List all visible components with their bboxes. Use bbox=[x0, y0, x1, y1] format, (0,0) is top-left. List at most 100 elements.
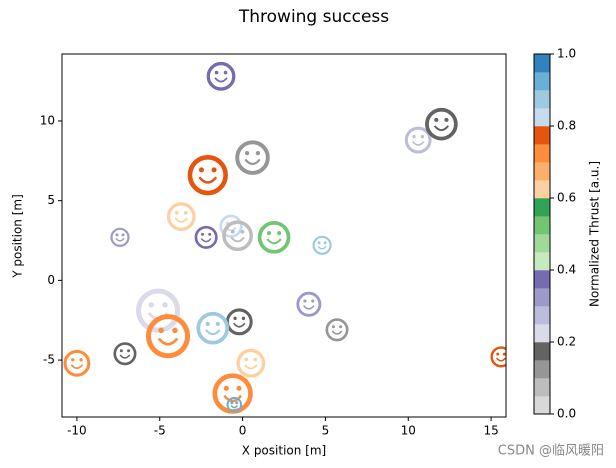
marker-eye bbox=[71, 358, 75, 362]
marker-ring bbox=[222, 220, 253, 252]
smiley-marker bbox=[325, 318, 349, 342]
smiley-marker bbox=[225, 308, 253, 336]
marker-eye bbox=[323, 241, 327, 245]
colorbar-swatch bbox=[534, 198, 550, 217]
smiley-marker bbox=[136, 288, 181, 333]
y-tick-label: -5 bbox=[43, 353, 55, 367]
smiley-marker bbox=[196, 311, 230, 345]
marker-eye bbox=[339, 325, 343, 329]
marker-ring bbox=[236, 348, 266, 378]
x-tick-label: -5 bbox=[154, 424, 166, 438]
colorbar-swatch bbox=[534, 108, 550, 127]
marker-eye bbox=[502, 352, 506, 356]
marker-ring bbox=[166, 202, 196, 232]
marker-smile bbox=[205, 329, 221, 336]
colorbar-swatch bbox=[534, 90, 550, 109]
marker-smile bbox=[317, 245, 327, 250]
marker-ring bbox=[187, 154, 228, 196]
marker-smile bbox=[230, 405, 239, 409]
marker-eye bbox=[412, 134, 416, 139]
smiley-marker bbox=[312, 235, 332, 255]
smiley-marker bbox=[257, 221, 291, 254]
marker-eye bbox=[214, 70, 219, 75]
marker-eye bbox=[236, 385, 242, 391]
marker-eye bbox=[174, 211, 179, 215]
marker-eye bbox=[317, 241, 321, 245]
marker-smile bbox=[433, 125, 449, 132]
colorbar-tick-label: 1.0 bbox=[557, 47, 576, 61]
colorbar-swatch bbox=[534, 72, 550, 91]
marker-ring bbox=[219, 214, 243, 238]
marker-eye bbox=[244, 150, 250, 156]
marker-eye bbox=[311, 299, 315, 303]
marker-eye bbox=[230, 401, 234, 405]
colorbar-swatch bbox=[534, 54, 550, 73]
marker-smile bbox=[496, 357, 506, 362]
marker-eye bbox=[115, 233, 119, 237]
colorbar-tick-label: 0.2 bbox=[557, 335, 576, 349]
smiley-marker bbox=[226, 396, 243, 413]
marker-ring bbox=[63, 349, 91, 377]
marker-eye bbox=[444, 117, 449, 122]
y-tick-label: 0 bbox=[47, 273, 55, 287]
marker-ring bbox=[490, 346, 506, 368]
plot-area bbox=[63, 61, 506, 414]
colorbar-swatch bbox=[534, 306, 550, 325]
marker-smile bbox=[230, 236, 245, 243]
smiley-marker bbox=[110, 227, 130, 247]
marker-ring bbox=[113, 342, 137, 366]
marker-smile bbox=[244, 364, 258, 370]
colorbar-frame bbox=[533, 53, 551, 415]
colorbar-label: Normalized Thrust [a.u.] bbox=[588, 161, 602, 307]
marker-ring bbox=[312, 235, 332, 255]
marker-smile bbox=[233, 322, 246, 328]
colorbar-swatch bbox=[534, 378, 550, 397]
smiley-marker bbox=[236, 348, 266, 378]
marker-eye bbox=[235, 401, 239, 405]
x-tick-label: 15 bbox=[483, 424, 498, 438]
marker-eye bbox=[277, 231, 282, 236]
marker-smile bbox=[244, 158, 261, 165]
smiley-marker bbox=[194, 225, 218, 249]
marker-eye bbox=[208, 232, 212, 236]
marker-smile bbox=[115, 237, 125, 242]
marker-smile bbox=[331, 330, 343, 335]
marker-smile bbox=[70, 364, 84, 370]
marker-ring bbox=[425, 107, 458, 141]
x-tick-label: 10 bbox=[401, 424, 416, 438]
marker-eye bbox=[211, 167, 217, 173]
marker-eye bbox=[148, 302, 154, 308]
marker-eye bbox=[172, 327, 178, 334]
marker-eye bbox=[223, 70, 228, 75]
marker-ring bbox=[206, 61, 236, 91]
marker-ring bbox=[257, 221, 291, 254]
colorbar-swatch bbox=[534, 270, 550, 289]
colorbar-swatch bbox=[534, 360, 550, 379]
marker-ring bbox=[194, 225, 218, 249]
colorbar-tick-label: 0.8 bbox=[557, 119, 576, 133]
smiley-marker bbox=[235, 140, 270, 175]
marker-eye bbox=[244, 357, 249, 362]
marker-ring bbox=[196, 311, 230, 345]
marker-ring bbox=[226, 396, 243, 413]
marker-smile bbox=[174, 217, 188, 223]
x-tick-label: 5 bbox=[322, 424, 330, 438]
smiley-marker bbox=[166, 202, 196, 232]
marker-eye bbox=[496, 352, 500, 356]
marker-eye bbox=[241, 316, 246, 321]
smiley-marker bbox=[187, 154, 228, 196]
smiley-marker bbox=[145, 314, 191, 359]
colorbar-swatch bbox=[534, 126, 550, 145]
marker-eye bbox=[158, 327, 164, 334]
marker-ring bbox=[136, 288, 181, 333]
marker-smile bbox=[223, 394, 243, 403]
y-tick-label: 10 bbox=[40, 113, 55, 127]
colorbar-swatch bbox=[534, 288, 550, 307]
marker-smile bbox=[214, 77, 228, 83]
smiley-marker bbox=[490, 346, 506, 368]
marker-eye bbox=[266, 231, 271, 236]
plot-frame bbox=[61, 53, 507, 418]
marker-eye bbox=[79, 358, 83, 362]
colorbar-tick-label: 0.6 bbox=[557, 191, 576, 205]
marker-smile bbox=[119, 354, 131, 359]
